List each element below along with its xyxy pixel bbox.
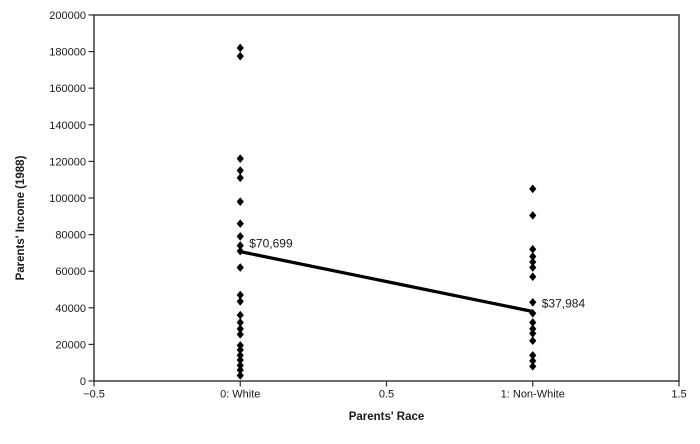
x-tick-label: 1: Non-White: [501, 389, 565, 401]
data-point-diamond: [236, 166, 244, 175]
data-point-diamond: [236, 310, 244, 320]
y-tick-label: 20000: [55, 339, 86, 351]
data-point-diamond: [236, 154, 244, 163]
data-point-diamond: [236, 297, 244, 306]
data-point-diamond: [529, 184, 537, 194]
data-point-diamond: [236, 246, 244, 256]
annotations: $70,699 $37,984: [249, 237, 585, 311]
data-point-diamond: [529, 362, 537, 371]
data-point-diamond: [236, 290, 244, 300]
y-tick-label: 140000: [49, 120, 86, 132]
y-tick-label: 120000: [49, 156, 86, 168]
data-point-diamond: [236, 232, 244, 241]
data-point-diamond: [529, 211, 537, 220]
y-tick-label: 80000: [55, 230, 86, 242]
data-point-diamond: [236, 43, 244, 53]
data-point-diamond: [529, 318, 537, 327]
x-axis-title: Parents' Race: [349, 411, 425, 423]
data-point-diamond: [529, 356, 537, 366]
data-point-diamond: [529, 263, 537, 272]
trend-line: [239, 250, 534, 314]
data-point-diamond: [236, 330, 244, 339]
data-point-diamond: [529, 272, 537, 281]
y-tick-label: 100000: [49, 193, 86, 205]
data-point-diamond: [529, 257, 537, 267]
data-point-diamond: [529, 336, 537, 346]
data-point-diamond: [529, 324, 537, 334]
data-point-diamond: [529, 252, 537, 261]
data-point-diamond: [236, 345, 244, 355]
data-point-diamond: [236, 324, 244, 334]
y-tick-label: 0: [80, 376, 86, 388]
y-axis: 0 20000 40000 60000 80000 100000 120000 140000 1…: [49, 10, 94, 388]
data-point-diamond: [529, 244, 537, 254]
y-axis-title: Parents' Income (1988): [15, 155, 27, 280]
mean-value-label: $37,984: [542, 296, 586, 310]
data-point-diamond: [236, 361, 244, 370]
data-point-diamond: [236, 51, 244, 61]
data-point-diamond: [529, 308, 537, 318]
data-point-diamond: [236, 318, 244, 327]
data-point-diamond: [236, 263, 244, 272]
y-tick-label: 40000: [55, 303, 86, 315]
mean-value-label: $70,699: [249, 237, 293, 251]
plot-content: [236, 43, 537, 380]
x-axis: −0.5 0: White 0.5 1: Non-White 1.5: [83, 381, 687, 401]
y-tick-label: 60000: [55, 266, 86, 278]
x-tick-label: 0.5: [379, 389, 394, 401]
data-point-diamond: [236, 351, 244, 360]
y-tick-label: 200000: [49, 10, 86, 22]
data-point-diamond: [529, 329, 537, 338]
y-tick-label: 160000: [49, 83, 86, 95]
data-point-diamond: [236, 241, 244, 250]
series-1: [529, 184, 537, 371]
data-point-diamond: [236, 219, 244, 228]
data-point-diamond: [236, 371, 244, 380]
data-point-diamond: [236, 355, 244, 365]
data-point-diamond: [236, 173, 244, 183]
x-tick-label: 1.5: [671, 389, 686, 401]
y-tick-label: 180000: [49, 47, 86, 59]
series-0: [236, 43, 244, 380]
data-point-diamond: [236, 197, 244, 206]
x-tick-label: −0.5: [83, 389, 105, 401]
plot-frame: [93, 14, 680, 382]
data-point-diamond: [529, 298, 537, 307]
data-point-diamond: [236, 341, 244, 350]
x-tick-label: 0: White: [220, 389, 260, 401]
data-point-diamond: [529, 351, 537, 360]
data-point-diamond: [236, 365, 244, 375]
